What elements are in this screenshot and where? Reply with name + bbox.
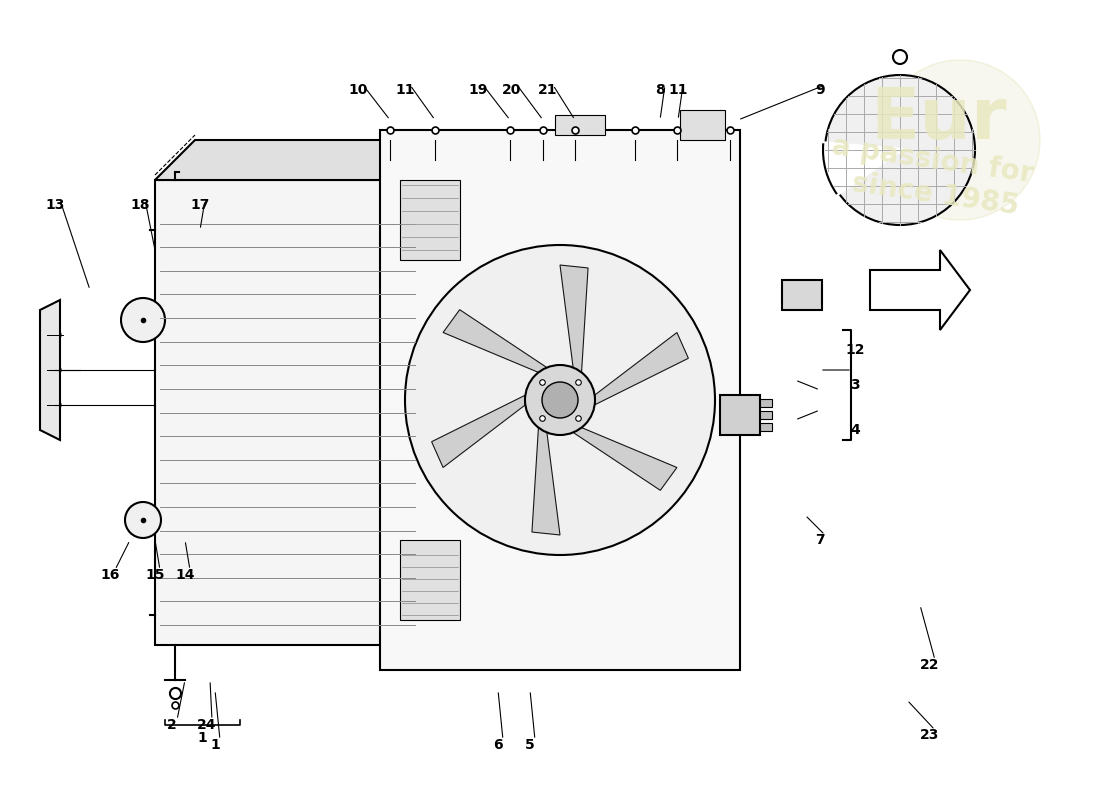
Text: 24: 24 [197, 718, 217, 732]
Text: 6: 6 [493, 738, 503, 752]
Text: 1: 1 [210, 738, 220, 752]
Wedge shape [823, 143, 900, 194]
Circle shape [880, 60, 1040, 220]
Text: Eur: Eur [870, 86, 1006, 154]
Polygon shape [443, 310, 547, 373]
Polygon shape [40, 300, 60, 440]
Text: 20: 20 [503, 83, 521, 97]
Polygon shape [431, 395, 526, 467]
Bar [782, 280, 822, 310]
Text: 8: 8 [656, 83, 664, 97]
Text: 18: 18 [130, 198, 150, 212]
Polygon shape [400, 540, 460, 620]
Text: 11: 11 [395, 83, 415, 97]
Polygon shape [560, 265, 588, 373]
Circle shape [542, 382, 578, 418]
Text: 9: 9 [815, 83, 825, 97]
Text: 1: 1 [198, 731, 208, 745]
Polygon shape [400, 180, 460, 260]
Text: 22: 22 [921, 658, 939, 672]
Polygon shape [379, 130, 740, 670]
Circle shape [525, 365, 595, 435]
Polygon shape [532, 427, 560, 535]
Text: since 1985: since 1985 [850, 170, 1021, 221]
Circle shape [50, 364, 60, 376]
Text: 14: 14 [175, 568, 195, 582]
Circle shape [121, 298, 165, 342]
Text: 16: 16 [100, 568, 120, 582]
Text: 15: 15 [145, 568, 165, 582]
Circle shape [50, 329, 60, 341]
Text: 5: 5 [525, 738, 535, 752]
Text: 2: 2 [167, 718, 177, 732]
Bar [556, 115, 605, 135]
Text: 4: 4 [850, 423, 860, 437]
Circle shape [893, 50, 907, 64]
Text: 21: 21 [538, 83, 558, 97]
Text: 11: 11 [669, 83, 688, 97]
Text: 23: 23 [921, 728, 939, 742]
Circle shape [50, 399, 60, 411]
Polygon shape [573, 427, 676, 490]
Text: 12: 12 [845, 343, 865, 357]
Text: 19: 19 [469, 83, 487, 97]
Circle shape [125, 502, 161, 538]
Bar [760, 423, 772, 431]
Text: a passion for: a passion for [830, 132, 1035, 188]
Circle shape [405, 245, 715, 555]
Text: 17: 17 [190, 198, 210, 212]
Text: 7: 7 [815, 533, 825, 547]
Polygon shape [420, 140, 460, 645]
Polygon shape [870, 250, 970, 330]
Polygon shape [155, 180, 420, 645]
Text: 10: 10 [349, 83, 367, 97]
Polygon shape [155, 140, 460, 180]
Bar [680, 110, 725, 140]
Text: 3: 3 [850, 378, 860, 392]
Polygon shape [595, 333, 689, 405]
Bar [720, 395, 760, 435]
Circle shape [825, 75, 975, 225]
Bar [760, 411, 772, 419]
Bar [760, 399, 772, 407]
Text: 13: 13 [45, 198, 65, 212]
